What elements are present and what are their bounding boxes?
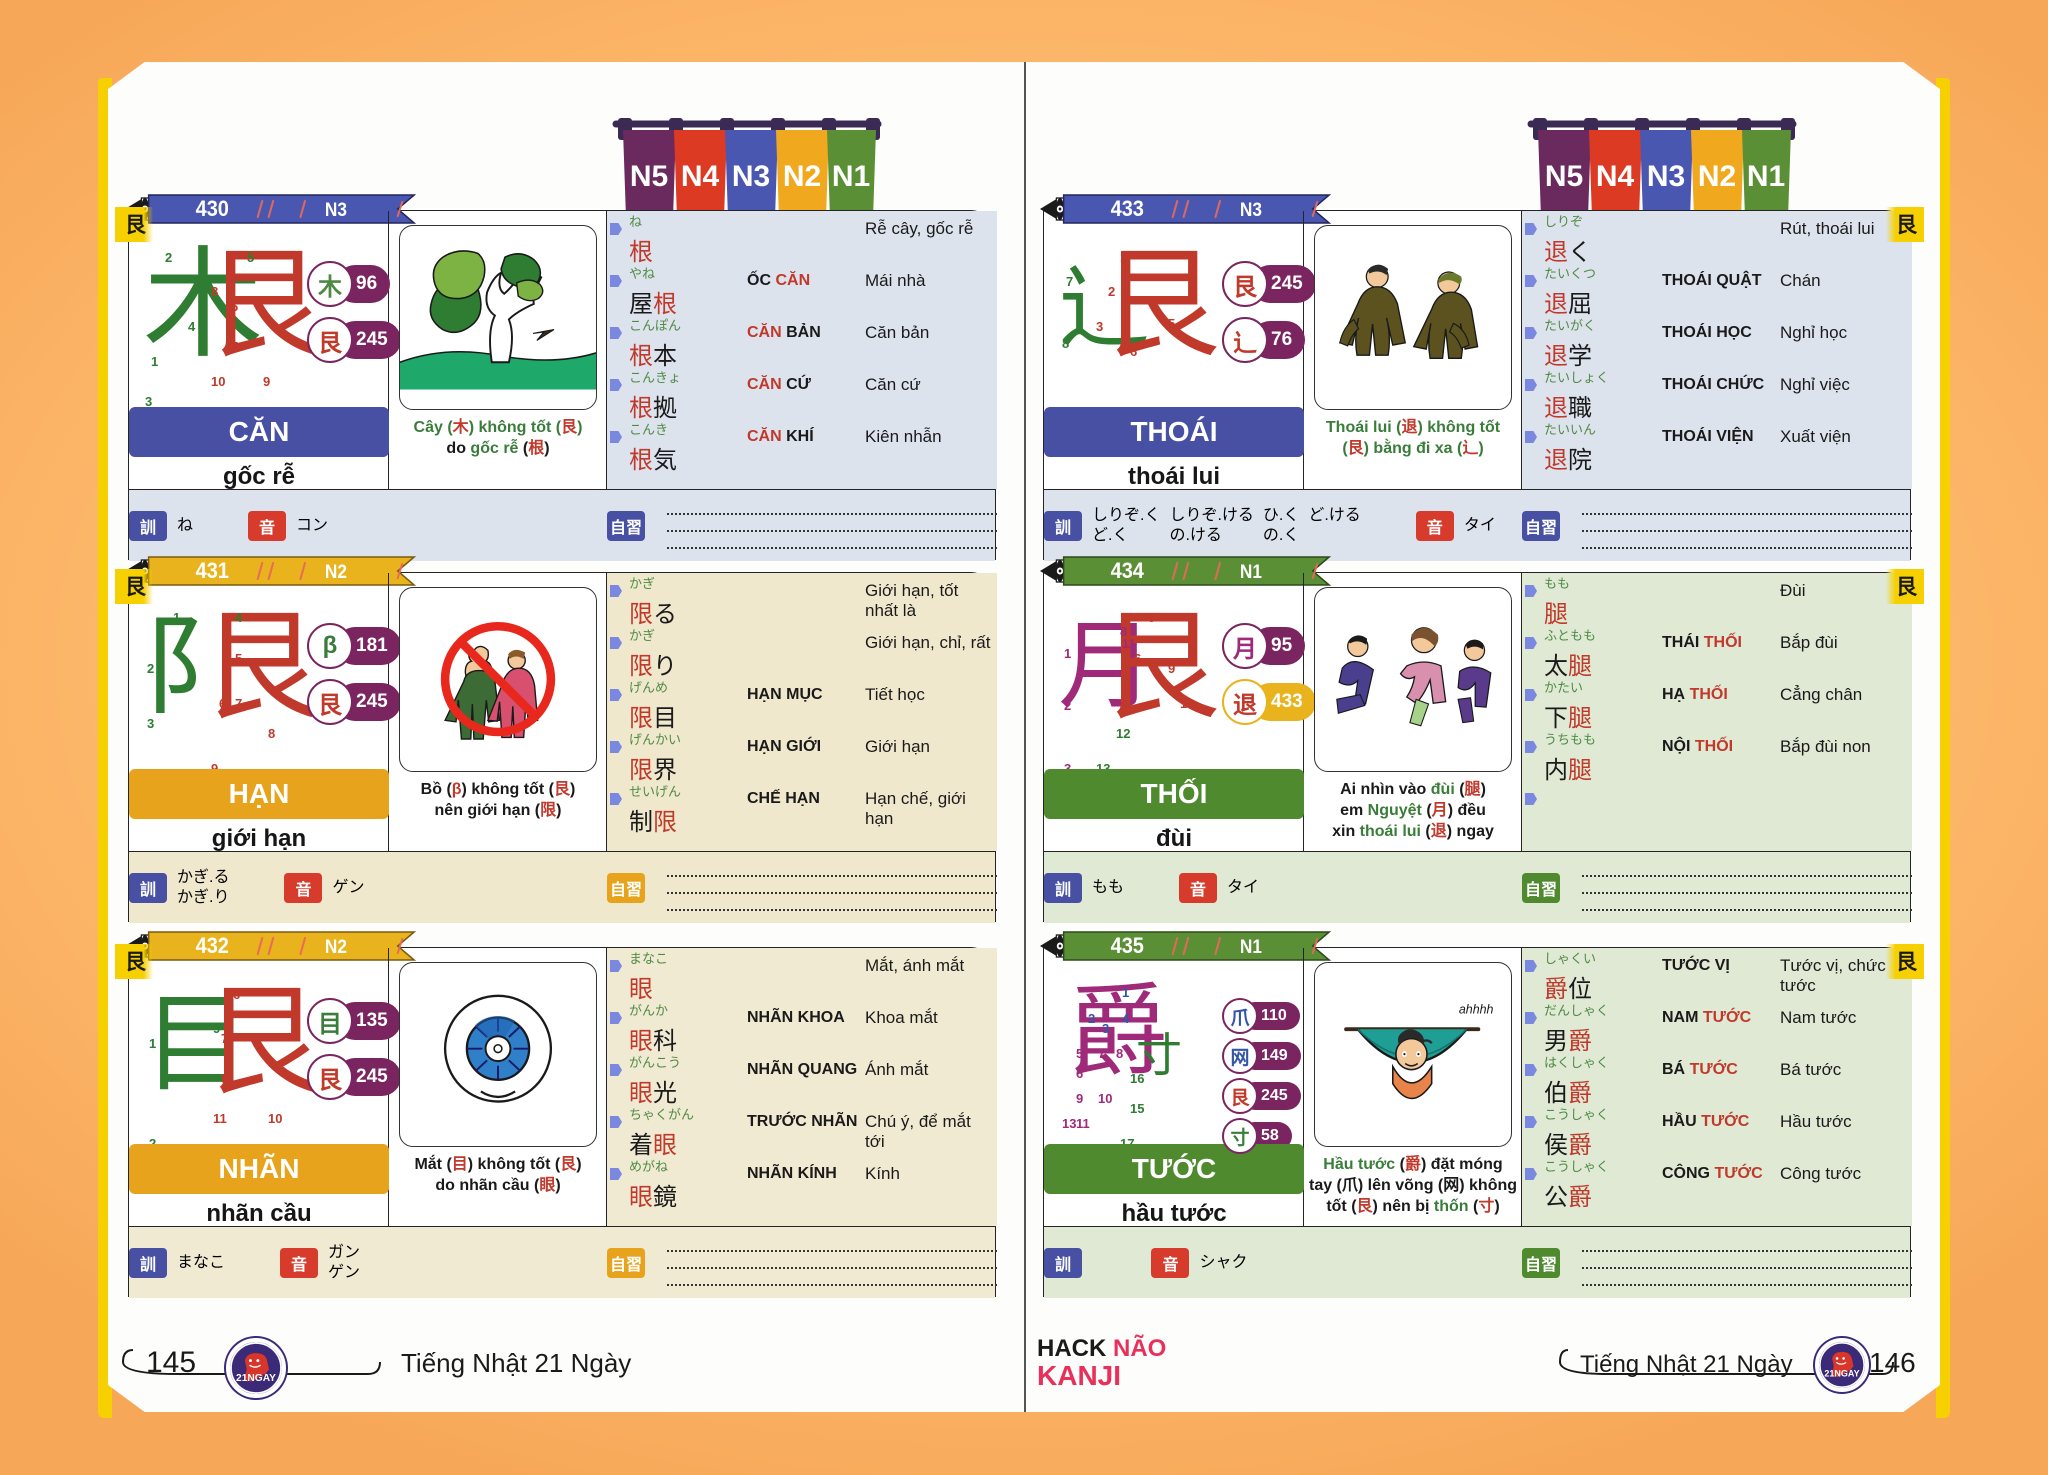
svg-text:145: 145	[146, 1346, 196, 1379]
svg-text:Tiếng Nhật 21 Ngày: Tiếng Nhật 21 Ngày	[401, 1348, 631, 1378]
svg-text:N1: N1	[832, 160, 870, 193]
svg-text:N4: N4	[681, 160, 720, 193]
svg-text:N1: N1	[1747, 160, 1785, 193]
svg-text:N2: N2	[783, 160, 821, 193]
svg-text:21NGAY: 21NGAY	[236, 1373, 276, 1384]
svg-text:N3: N3	[732, 160, 770, 193]
svg-text:146: 146	[1869, 1347, 1916, 1378]
svg-text:N4: N4	[1596, 160, 1635, 193]
svg-text:Tiếng Nhật 21 Ngày: Tiếng Nhật 21 Ngày	[1580, 1351, 1793, 1378]
svg-text:N2: N2	[1698, 160, 1736, 193]
svg-text:N5: N5	[630, 160, 668, 193]
svg-text:ahhhh: ahhhh	[1459, 1003, 1494, 1017]
svg-text:N3: N3	[1647, 160, 1685, 193]
svg-text:N5: N5	[1545, 160, 1583, 193]
svg-text:21NGAY: 21NGAY	[1824, 1369, 1859, 1379]
